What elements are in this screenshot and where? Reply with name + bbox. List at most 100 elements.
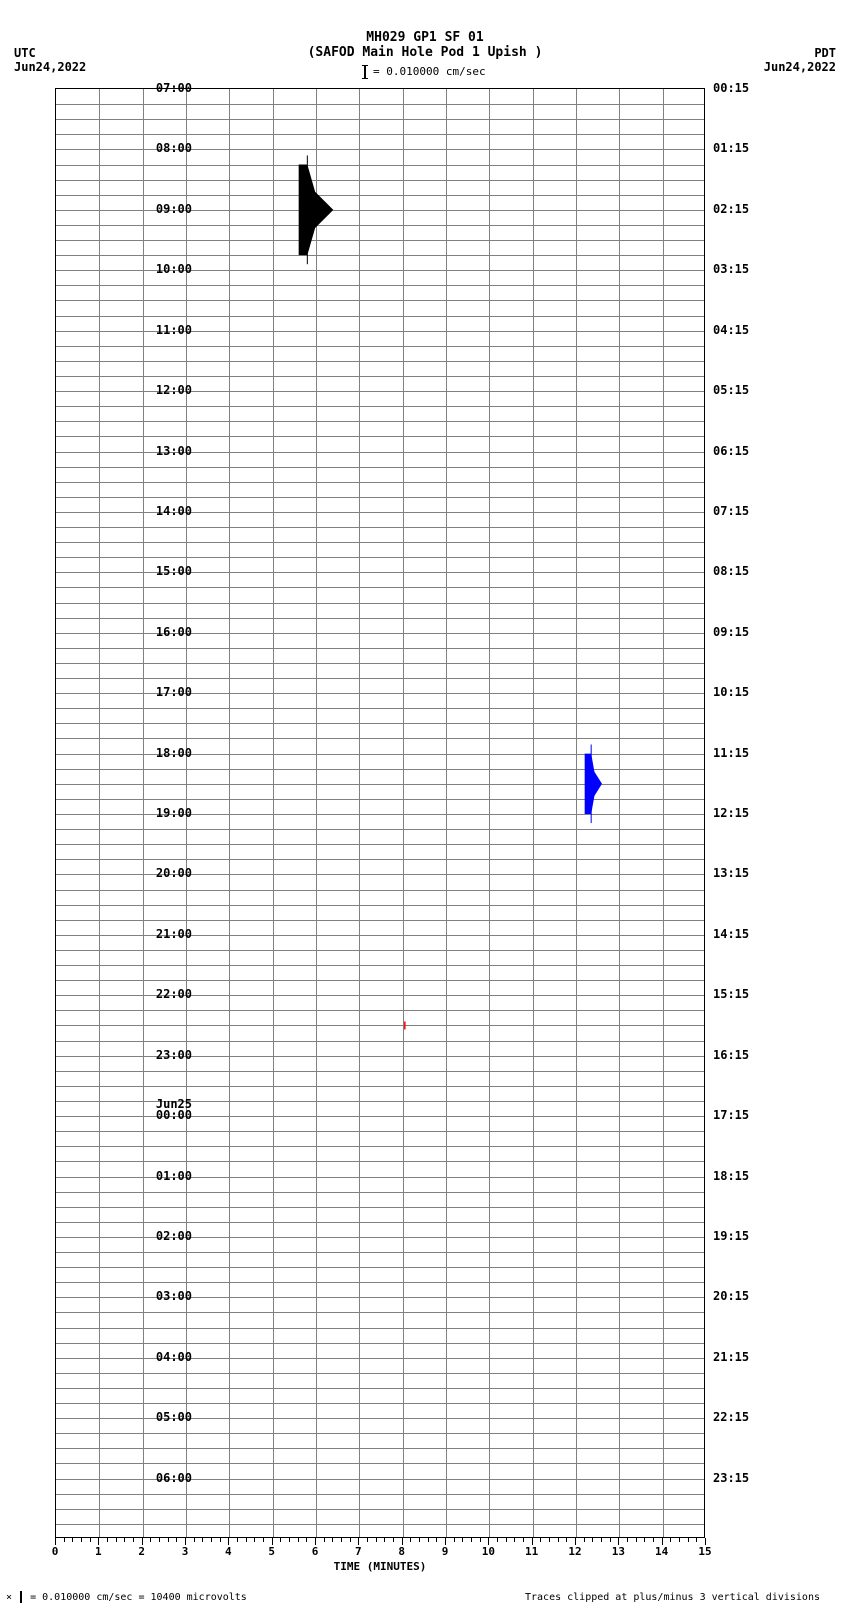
x-tick-label: 5	[268, 1545, 275, 1558]
tz-left-label: UTC	[14, 46, 86, 60]
grid-hline	[56, 784, 704, 785]
grid-hline	[56, 1161, 704, 1162]
x-minor-tick	[150, 1538, 151, 1542]
grid-hline	[56, 738, 704, 739]
x-minor-tick	[90, 1538, 91, 1542]
grid-hline	[56, 1146, 704, 1147]
pdt-hour-label: 16:15	[713, 1048, 749, 1062]
pdt-hour-label: 09:15	[713, 625, 749, 639]
grid-hline	[56, 572, 704, 573]
x-tick-label: 6	[312, 1545, 319, 1558]
grid-hline	[56, 165, 704, 166]
grid-hline	[56, 285, 704, 286]
x-minor-tick	[376, 1538, 377, 1542]
pdt-hour-label: 06:15	[713, 444, 749, 458]
grid-hline	[56, 210, 704, 211]
grid-hline	[56, 829, 704, 830]
grid-hline	[56, 119, 704, 120]
footer-left-text: = 0.010000 cm/sec = 10400 microvolts	[30, 1592, 247, 1603]
pdt-hour-label: 14:15	[713, 927, 749, 941]
x-minor-tick	[696, 1538, 697, 1542]
x-axis-label: TIME (MINUTES)	[55, 1560, 705, 1573]
x-minor-tick	[454, 1538, 455, 1542]
x-minor-tick	[133, 1538, 134, 1542]
grid-hline	[56, 1041, 704, 1042]
grid-hline	[56, 920, 704, 921]
utc-hour-label: 10:00	[156, 262, 192, 276]
x-minor-tick	[393, 1538, 394, 1542]
grid-hline	[56, 1282, 704, 1283]
x-major-tick	[228, 1538, 229, 1545]
x-major-tick	[315, 1538, 316, 1545]
grid-hline	[56, 814, 704, 815]
x-minor-tick	[350, 1538, 351, 1542]
x-minor-tick	[306, 1538, 307, 1542]
grid-hline	[56, 1433, 704, 1434]
x-minor-tick	[514, 1538, 515, 1542]
grid-hline	[56, 1343, 704, 1344]
x-minor-tick	[558, 1538, 559, 1542]
grid-vline	[229, 89, 230, 1537]
pdt-hour-label: 07:15	[713, 504, 749, 518]
grid-hline	[56, 1071, 704, 1072]
x-minor-tick	[653, 1538, 654, 1542]
x-minor-tick	[237, 1538, 238, 1542]
x-major-tick	[705, 1538, 706, 1545]
pdt-hour-label: 17:15	[713, 1108, 749, 1122]
grid-vline	[446, 89, 447, 1537]
grid-hline	[56, 859, 704, 860]
grid-hline	[56, 1494, 704, 1495]
grid-hline	[56, 663, 704, 664]
grid-hline	[56, 300, 704, 301]
grid-hline	[56, 270, 704, 271]
grid-hline	[56, 905, 704, 906]
pdt-hour-label: 05:15	[713, 383, 749, 397]
grid-hline	[56, 874, 704, 875]
grid-vline	[99, 89, 100, 1537]
pdt-hour-label: 12:15	[713, 806, 749, 820]
x-major-tick	[575, 1538, 576, 1545]
tz-left-date: Jun24,2022	[14, 60, 86, 74]
x-minor-tick	[497, 1538, 498, 1542]
x-major-tick	[532, 1538, 533, 1545]
title-line1: MH029 GP1 SF 01	[0, 30, 850, 45]
pdt-hour-label: 23:15	[713, 1471, 749, 1485]
grid-hline	[56, 618, 704, 619]
x-tick-label: 1	[95, 1545, 102, 1558]
grid-hline	[56, 512, 704, 513]
grid-hline	[56, 769, 704, 770]
x-minor-tick	[263, 1538, 264, 1542]
x-minor-tick	[289, 1538, 290, 1542]
x-major-tick	[272, 1538, 273, 1545]
grid-hline	[56, 406, 704, 407]
x-minor-tick	[480, 1538, 481, 1542]
utc-hour-label: 11:00	[156, 323, 192, 337]
grid-hline	[56, 497, 704, 498]
utc-hour-label: 05:00	[156, 1410, 192, 1424]
x-minor-tick	[124, 1538, 125, 1542]
x-minor-tick	[367, 1538, 368, 1542]
grid-hline	[56, 376, 704, 377]
pdt-hour-label: 11:15	[713, 746, 749, 760]
grid-hline	[56, 950, 704, 951]
x-major-tick	[185, 1538, 186, 1545]
grid-vline	[619, 89, 620, 1537]
x-tick-label: 4	[225, 1545, 232, 1558]
x-minor-tick	[428, 1538, 429, 1542]
x-tick-label: 13	[612, 1545, 625, 1558]
grid-hline	[56, 754, 704, 755]
grid-hline	[56, 527, 704, 528]
grid-vline	[403, 89, 404, 1537]
grid-hline	[56, 1403, 704, 1404]
x-minor-tick	[627, 1538, 628, 1542]
grid-hline	[56, 255, 704, 256]
grid-hline	[56, 1418, 704, 1419]
grid-hline	[56, 1479, 704, 1480]
footer-prefix: ×	[6, 1592, 12, 1603]
x-minor-tick	[107, 1538, 108, 1542]
grid-hline	[56, 1207, 704, 1208]
x-minor-tick	[246, 1538, 247, 1542]
pdt-hour-label: 18:15	[713, 1169, 749, 1183]
grid-vline	[663, 89, 664, 1537]
grid-vline	[489, 89, 490, 1537]
